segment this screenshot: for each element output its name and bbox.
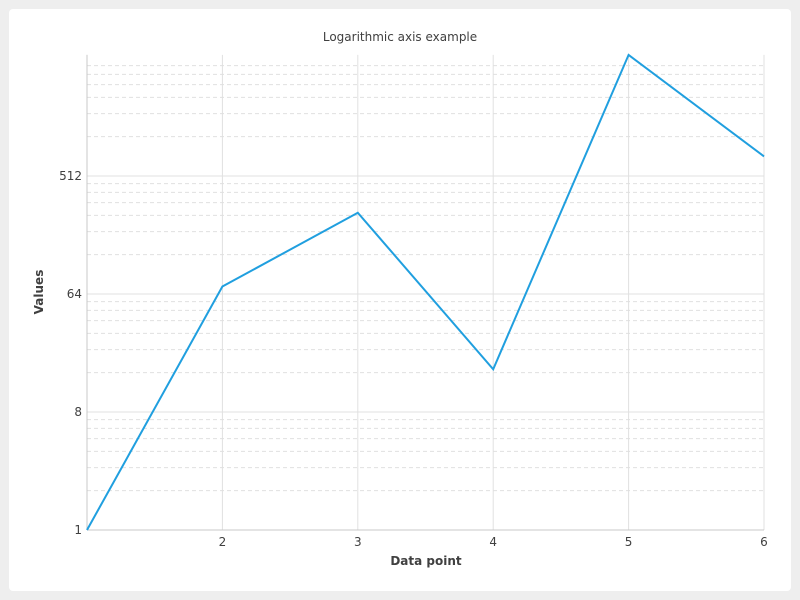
y-axis-title: Values bbox=[32, 270, 46, 315]
x-tick-label: 3 bbox=[354, 535, 362, 549]
y-tick-label: 8 bbox=[74, 405, 82, 419]
x-tick-label: 6 bbox=[760, 535, 768, 549]
x-tick-label: 2 bbox=[219, 535, 227, 549]
x-tick-label: 4 bbox=[489, 535, 497, 549]
chart-card bbox=[9, 9, 791, 591]
series-line bbox=[86, 53, 765, 531]
y-tick-label: 512 bbox=[59, 169, 82, 183]
y-tick-label: 64 bbox=[67, 287, 82, 301]
chart-title: Logarithmic axis example bbox=[323, 30, 477, 44]
x-axis-title: Data point bbox=[390, 554, 462, 568]
y-tick-label: 1 bbox=[74, 523, 82, 537]
x-tick-label: 5 bbox=[625, 535, 633, 549]
